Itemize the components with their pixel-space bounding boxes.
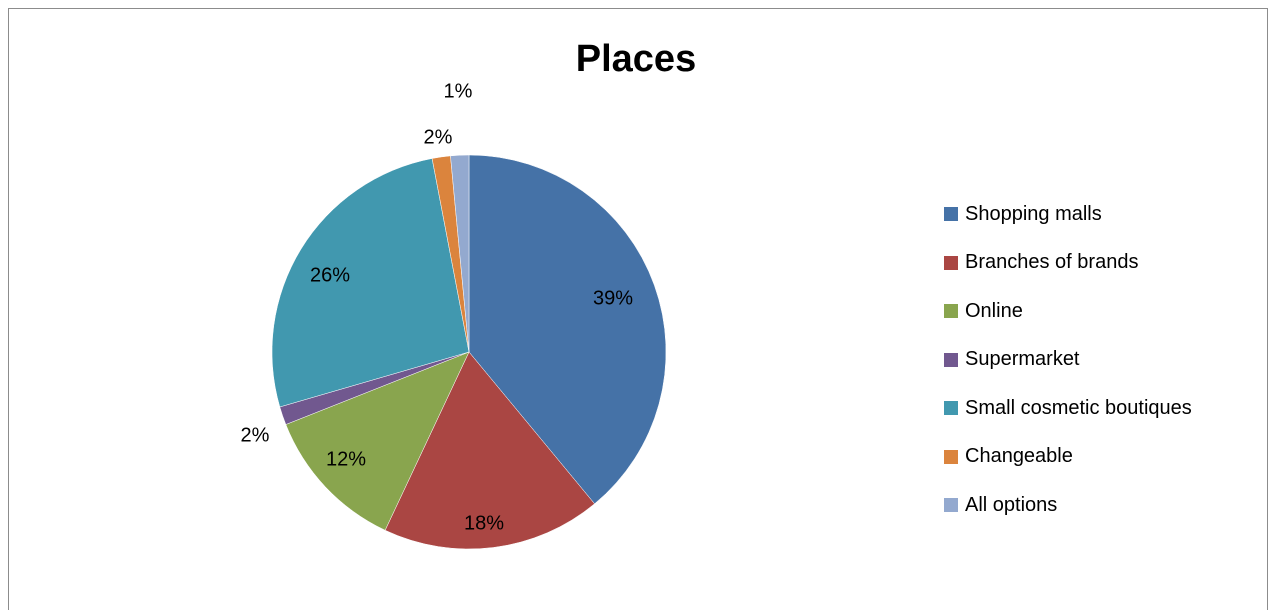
legend-item-branches-of-brands: Branches of brands [944,239,1192,288]
pie-slice-shopping-malls [468,154,667,505]
legend-label: Supermarket [965,348,1080,371]
legend-label: Online [965,299,1023,322]
data-label-branches-of-brands: 18% [464,512,504,534]
legend-label: All options [965,493,1058,516]
legend-item-online: Online [944,287,1192,336]
legend-swatch [944,207,958,222]
legend-swatch [944,498,958,513]
legend-swatch [944,352,958,367]
data-label-all-options: 1% [444,80,473,102]
legend-item-supermarket: Supermarket [944,336,1192,385]
legend-item-changeable: Changeable [944,433,1192,482]
pie-slice-all-options [450,154,470,353]
legend-item-shopping-malls: Shopping malls [944,190,1192,239]
legend-label: Shopping malls [965,202,1102,225]
chart-title: Places [575,38,697,80]
pie-data-labels: 39% 18% 12% 2% 26% 2% 1% [241,80,634,534]
legend-swatch [944,449,958,464]
pie-slices [271,154,667,550]
legend-label: Changeable [965,445,1073,468]
data-label-supermarket: 2% [241,424,270,446]
data-label-small-cosmetic-boutiques: 26% [310,264,350,286]
legend-swatch [944,255,958,270]
legend-label: Small cosmetic boutiques [965,396,1192,419]
legend-label: Branches of brands [965,251,1139,274]
legend-swatch [944,401,958,416]
pie-slice-online [285,351,470,531]
legend-swatch [944,304,958,319]
data-label-shopping-malls: 39% [593,287,633,309]
chart-legend: Shopping malls Branches of brands Online Su… [944,190,1192,530]
data-label-changeable: 2% [424,126,453,148]
pie-slice-small-cosmetic-boutiques [271,158,470,408]
pie-slice-branches-of-brands [384,351,595,550]
legend-item-small-cosmetic-boutiques: Small cosmetic boutiques [944,384,1192,433]
data-label-online: 12% [326,448,366,470]
legend-item-all-options: All options [944,481,1192,530]
